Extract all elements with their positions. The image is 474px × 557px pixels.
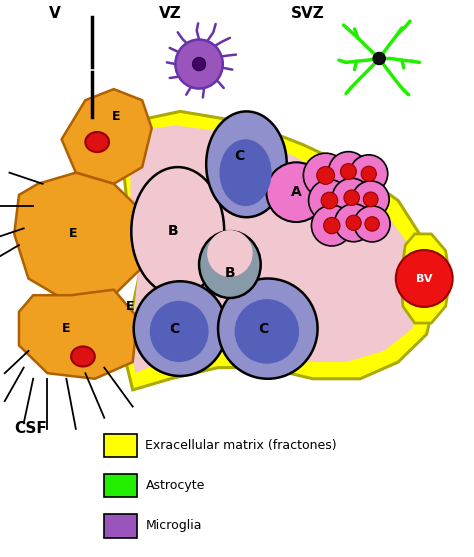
Polygon shape	[14, 173, 142, 301]
Circle shape	[346, 215, 361, 231]
Circle shape	[317, 167, 335, 184]
Polygon shape	[130, 125, 422, 373]
Text: B: B	[225, 266, 235, 280]
Ellipse shape	[199, 231, 261, 298]
Ellipse shape	[175, 40, 223, 89]
Circle shape	[396, 250, 453, 307]
Ellipse shape	[85, 132, 109, 152]
Ellipse shape	[131, 167, 224, 295]
Ellipse shape	[235, 299, 299, 364]
Text: A: A	[291, 185, 301, 199]
Circle shape	[328, 152, 368, 192]
Polygon shape	[19, 290, 137, 379]
Circle shape	[350, 155, 388, 193]
Ellipse shape	[134, 281, 227, 376]
Text: E: E	[62, 322, 71, 335]
Circle shape	[335, 204, 373, 242]
Ellipse shape	[218, 278, 318, 379]
Circle shape	[344, 190, 359, 206]
Circle shape	[309, 180, 350, 221]
Polygon shape	[62, 89, 152, 184]
Circle shape	[266, 162, 326, 222]
Circle shape	[354, 206, 390, 242]
Circle shape	[303, 153, 348, 198]
Ellipse shape	[150, 301, 209, 362]
Bar	[104, 474, 137, 497]
Circle shape	[311, 205, 352, 246]
Circle shape	[340, 164, 356, 179]
Polygon shape	[401, 234, 450, 323]
Text: V: V	[49, 7, 60, 21]
Circle shape	[321, 192, 338, 209]
Circle shape	[363, 192, 378, 207]
Bar	[104, 434, 137, 457]
Circle shape	[332, 178, 371, 217]
Circle shape	[324, 217, 340, 234]
Text: BV: BV	[416, 273, 432, 284]
Bar	[104, 514, 137, 538]
Ellipse shape	[71, 346, 95, 367]
Polygon shape	[123, 111, 436, 390]
Text: E: E	[126, 300, 135, 313]
Ellipse shape	[207, 230, 253, 277]
Text: Exracellular matrix (fractones): Exracellular matrix (fractones)	[146, 439, 337, 452]
Circle shape	[192, 57, 206, 71]
Text: E: E	[69, 227, 78, 241]
Text: SVZ: SVZ	[291, 7, 325, 21]
Text: C: C	[234, 149, 245, 163]
Ellipse shape	[219, 139, 272, 206]
Circle shape	[352, 181, 389, 218]
Text: C: C	[258, 321, 268, 336]
Text: VZ: VZ	[159, 7, 182, 21]
Ellipse shape	[206, 111, 287, 217]
Circle shape	[361, 166, 376, 182]
Text: Microglia: Microglia	[146, 519, 202, 532]
Circle shape	[365, 217, 379, 231]
Text: C: C	[169, 321, 180, 336]
Circle shape	[373, 52, 385, 65]
Text: Astrocyte: Astrocyte	[146, 479, 205, 492]
Text: E: E	[112, 110, 120, 124]
Text: B: B	[168, 224, 178, 238]
Text: CSF: CSF	[14, 422, 47, 436]
